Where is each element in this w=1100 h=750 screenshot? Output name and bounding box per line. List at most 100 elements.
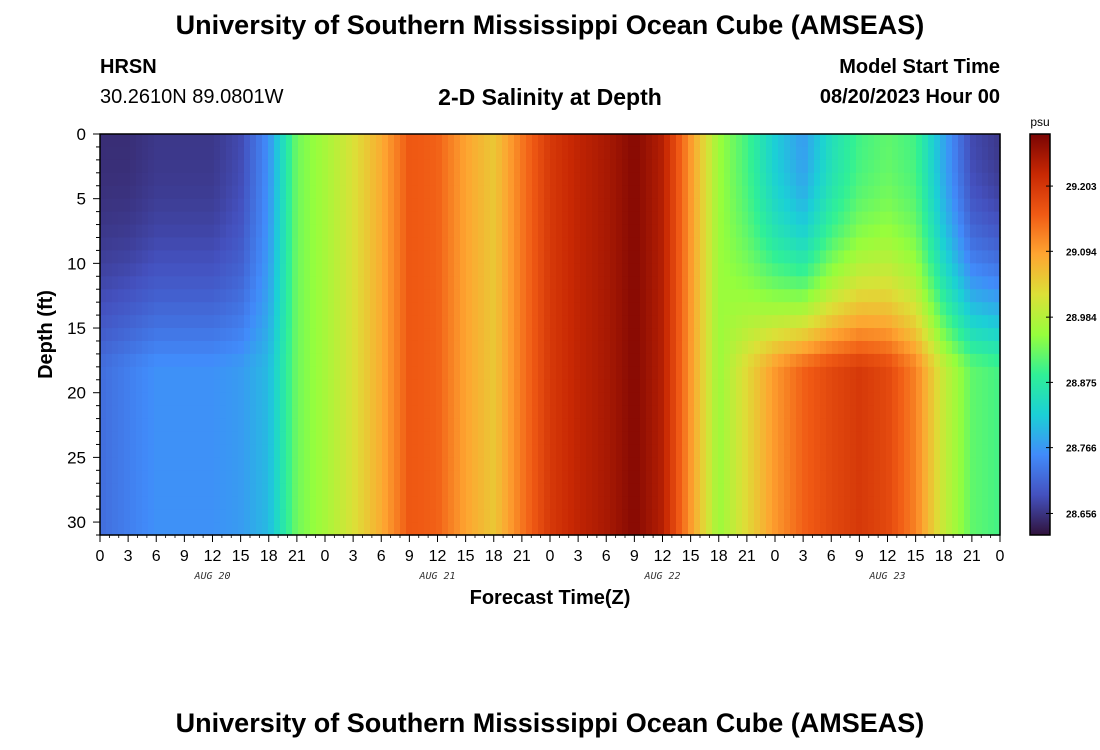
heatmap-cell <box>322 159 329 174</box>
heatmap-cell <box>982 146 989 161</box>
heatmap-cell <box>556 237 563 252</box>
heatmap-cell <box>934 224 941 239</box>
heatmap-cell <box>418 353 425 368</box>
heatmap-cell <box>664 276 671 290</box>
heatmap-cell <box>844 185 851 200</box>
heatmap-cell <box>604 146 611 161</box>
heatmap-cell <box>250 211 257 226</box>
heatmap-cell <box>106 483 113 497</box>
heatmap-cell <box>430 366 437 381</box>
heatmap-cell <box>430 431 437 446</box>
heatmap-cell <box>142 444 149 458</box>
heatmap-cell <box>610 263 617 277</box>
heatmap-cell <box>304 146 311 161</box>
heatmap-cell <box>862 392 869 407</box>
heatmap-cell <box>604 237 611 252</box>
heatmap-cell <box>730 211 737 226</box>
heatmap-cell <box>586 457 593 471</box>
heatmap-cell <box>142 159 149 174</box>
heatmap-cell <box>406 315 413 329</box>
heatmap-cell <box>202 211 209 226</box>
heatmap-cell <box>214 198 221 213</box>
heatmap-cell <box>274 289 281 303</box>
heatmap-cell <box>496 250 503 264</box>
heatmap-cell <box>568 276 575 290</box>
heatmap-cell <box>256 379 263 394</box>
heatmap-cell <box>640 509 647 523</box>
heatmap-cell <box>490 237 497 252</box>
heatmap-cell <box>628 418 635 433</box>
heatmap-cell <box>808 418 815 433</box>
heatmap-cell <box>478 172 485 187</box>
heatmap-cell <box>850 470 857 484</box>
heatmap-cell <box>694 211 701 226</box>
heatmap-cell <box>952 392 959 407</box>
heatmap-cell <box>826 159 833 174</box>
heatmap-cell <box>988 405 995 420</box>
heatmap-cell <box>346 263 353 277</box>
heatmap-cell <box>826 444 833 458</box>
heatmap-cell <box>124 328 131 342</box>
heatmap-cell <box>754 418 761 433</box>
heatmap-cell <box>322 509 329 523</box>
heatmap-cell <box>874 483 881 497</box>
heatmap-cell <box>808 328 815 342</box>
chart-title: University of Southern Mississippi Ocean… <box>175 10 925 40</box>
heatmap-cell <box>454 198 461 213</box>
heatmap-cell <box>994 483 1001 497</box>
heatmap-cell <box>280 172 287 187</box>
heatmap-cell <box>226 340 233 355</box>
heatmap-cell <box>784 405 791 420</box>
heatmap-cell <box>538 328 545 342</box>
heatmap-cell <box>628 250 635 264</box>
heatmap-cell <box>472 483 479 497</box>
heatmap-cell <box>226 276 233 290</box>
heatmap-cell <box>532 379 539 394</box>
heatmap-cell <box>802 470 809 484</box>
heatmap-cell <box>466 405 473 420</box>
heatmap-cell <box>160 289 167 303</box>
heatmap-cell <box>256 237 263 252</box>
x-date-label: AUG 20 <box>193 571 230 582</box>
heatmap-cell <box>844 405 851 420</box>
x-tick-label: 3 <box>349 548 358 565</box>
heatmap-cell <box>214 328 221 342</box>
heatmap-cell <box>322 289 329 303</box>
heatmap-cell <box>610 444 617 458</box>
heatmap-cell <box>832 509 839 523</box>
heatmap-cell <box>514 146 521 161</box>
heatmap-cell <box>394 159 401 174</box>
heatmap-cell <box>496 276 503 290</box>
heatmap-cell <box>328 134 335 148</box>
heatmap-cell <box>562 134 569 148</box>
heatmap-cell <box>256 250 263 264</box>
heatmap-cell <box>118 328 125 342</box>
heatmap-cell <box>298 185 305 200</box>
heatmap-cell <box>442 444 449 458</box>
heatmap-cell <box>154 366 161 381</box>
heatmap-cell <box>208 431 215 446</box>
heatmap-cell <box>172 405 179 420</box>
heatmap-cell <box>562 405 569 420</box>
heatmap-cell <box>658 185 665 200</box>
heatmap-cell <box>964 496 971 510</box>
heatmap-cell <box>964 509 971 523</box>
heatmap-cell <box>874 159 881 174</box>
heatmap-cell <box>574 405 581 420</box>
heatmap-cell <box>214 509 221 523</box>
heatmap-cell <box>484 470 491 484</box>
heatmap-cell <box>796 185 803 200</box>
heatmap-cell <box>664 418 671 433</box>
heatmap-cell <box>712 276 719 290</box>
heatmap-cell <box>148 483 155 497</box>
heatmap-cell <box>772 366 779 381</box>
chart-subtitle: 2-D Salinity at Depth <box>438 84 662 110</box>
heatmap-cell <box>166 353 173 368</box>
heatmap-cell <box>334 340 341 355</box>
heatmap-cell <box>436 444 443 458</box>
heatmap-cell <box>646 276 653 290</box>
heatmap-cell <box>388 522 395 536</box>
heatmap-cell <box>988 172 995 187</box>
heatmap-cell <box>436 496 443 510</box>
heatmap-cell <box>238 198 245 213</box>
